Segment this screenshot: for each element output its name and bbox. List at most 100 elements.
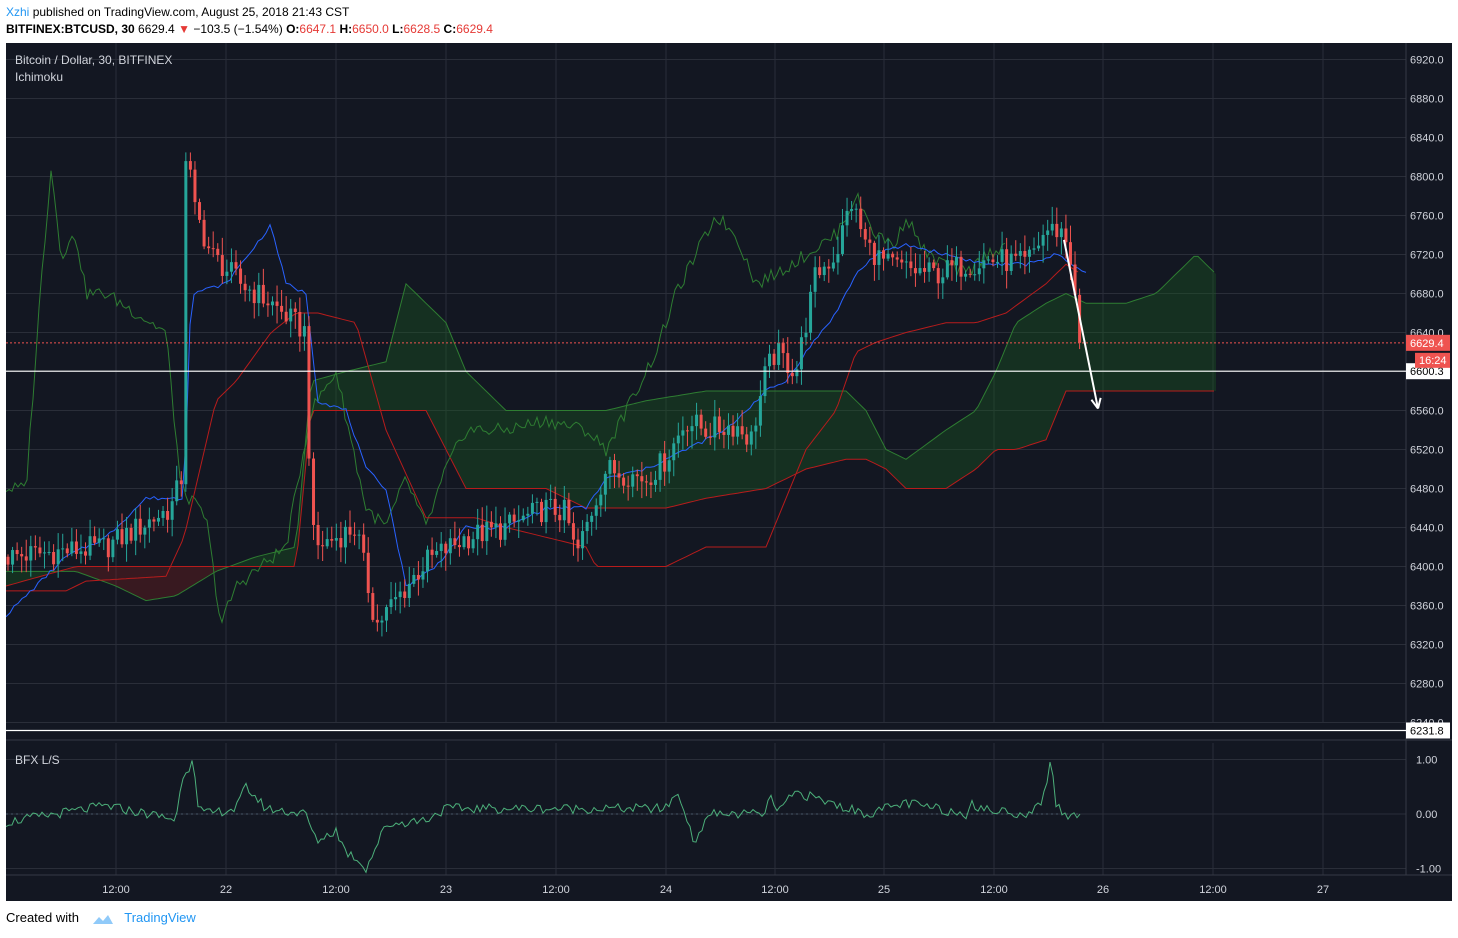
cloud-segment xyxy=(1130,300,1134,391)
candle-body xyxy=(544,499,548,523)
candle-body xyxy=(426,549,430,572)
candle-body xyxy=(530,502,534,514)
open-value: 6647.1 xyxy=(299,22,337,36)
cloud-segment xyxy=(998,356,1002,450)
cloud-segment xyxy=(870,418,874,464)
cloud-segment xyxy=(806,391,810,469)
cloud-segment xyxy=(290,547,294,567)
candle-body xyxy=(175,480,179,502)
cloud-segment xyxy=(974,406,978,471)
last-price-label-bg xyxy=(1406,334,1450,351)
cloud-segment xyxy=(1118,303,1122,391)
candle-body xyxy=(56,549,60,565)
cloud-segment xyxy=(442,318,446,450)
lower-indicator-label[interactable]: BFX L/S xyxy=(15,753,60,767)
cloud-segment xyxy=(182,566,186,593)
candle-body xyxy=(1014,253,1018,256)
arrow-head xyxy=(1090,399,1099,410)
cloud-segment xyxy=(254,556,258,567)
candle-body xyxy=(827,266,831,269)
cloud-segment xyxy=(1134,299,1138,391)
cloud-segment xyxy=(862,406,866,460)
cloud-segment xyxy=(662,397,666,508)
chart-canvas[interactable]: 6920.0 6880.0 6840.0 6800.0 6760.0 6720.0 6680… xyxy=(6,43,1452,901)
cloud-segment xyxy=(1030,311,1034,445)
cloud-segment xyxy=(938,432,942,489)
candle-body xyxy=(257,284,261,304)
candle-body xyxy=(731,425,735,437)
cloud-segment xyxy=(350,369,354,411)
cloud-segment xyxy=(138,566,142,599)
cloud-segment xyxy=(86,566,90,577)
cloud-segment xyxy=(990,375,994,456)
y-tick-label: 6480.0 xyxy=(1410,484,1444,496)
cloud-segment xyxy=(154,566,158,600)
candle-body xyxy=(11,550,15,565)
high-value: 6650.0 xyxy=(352,22,389,36)
candle-body xyxy=(599,494,603,506)
axes[interactable]: 6920.0 6880.0 6840.0 6800.0 6760.0 6720.0 6680… xyxy=(102,55,1450,897)
cloud-segment xyxy=(458,352,462,481)
trend-arrow xyxy=(1063,239,1099,409)
candle-body xyxy=(809,291,813,333)
y-tick-label: 6760.0 xyxy=(1410,211,1444,223)
candle-body xyxy=(626,485,630,487)
candle-body xyxy=(695,414,699,427)
tradingview-link[interactable]: TradingView xyxy=(124,910,196,925)
cloud-segment xyxy=(362,366,366,411)
candle-body xyxy=(498,523,502,540)
indicator-label[interactable]: Ichimoku xyxy=(15,70,64,84)
low-value: 6628.5 xyxy=(403,22,441,36)
candle-body xyxy=(343,526,347,548)
cloud-segment xyxy=(462,361,466,489)
cloud-segment xyxy=(342,371,346,411)
cloud-segment xyxy=(674,395,678,507)
footer: Created with TradingView xyxy=(6,910,196,926)
cloud-segment xyxy=(638,401,642,508)
author-link[interactable]: Xzhi xyxy=(6,5,30,19)
cloud-segment xyxy=(1050,299,1054,430)
candle-body xyxy=(909,261,913,269)
cloud-segment xyxy=(698,391,702,501)
candle-body xyxy=(485,521,489,542)
candle-body xyxy=(845,210,849,226)
cloud-segment xyxy=(1174,272,1178,391)
candle-body xyxy=(635,474,639,477)
candle-body xyxy=(1009,253,1013,271)
drawings[interactable] xyxy=(1063,239,1102,410)
candle-body xyxy=(649,482,653,485)
cloud-segment xyxy=(18,571,22,583)
cloud-segment xyxy=(1214,272,1216,391)
cloud-segment xyxy=(1006,337,1010,450)
cloud-segment xyxy=(1170,275,1174,391)
horizontal-lines[interactable] xyxy=(6,342,1406,732)
cloud-segment xyxy=(1158,287,1162,391)
candle-body xyxy=(52,552,56,565)
chart-area[interactable]: 6920.0 6880.0 6840.0 6800.0 6760.0 6720.0 6680… xyxy=(6,43,1452,901)
candle-body xyxy=(977,268,981,275)
candle-body xyxy=(24,556,28,561)
cloud-segment xyxy=(934,435,938,489)
change-down-icon: ▼ xyxy=(178,22,190,36)
y-tick-label: 6920.0 xyxy=(1410,55,1444,67)
cloud-segment xyxy=(942,430,946,489)
candle-body xyxy=(266,303,270,306)
candle-body xyxy=(38,547,42,554)
candle-body xyxy=(872,242,876,265)
cloud-segment xyxy=(1046,301,1050,440)
cloud-segment xyxy=(506,410,510,489)
cloud-segment xyxy=(958,419,962,481)
candle-body xyxy=(371,593,375,620)
y-tick-label: 6520.0 xyxy=(1410,445,1444,457)
candle-body xyxy=(457,545,461,548)
candle-body xyxy=(248,289,252,291)
x-tick-label: 26 xyxy=(1097,884,1109,896)
horizontal-line-price-label-bg xyxy=(1406,722,1450,739)
candle-body xyxy=(147,519,151,528)
x-tick-label: 23 xyxy=(440,884,452,896)
cloud-segment xyxy=(382,361,386,411)
candle-body xyxy=(79,551,83,554)
cloud-segment xyxy=(1138,298,1142,391)
cloud-segment xyxy=(174,566,178,597)
cloud-segment xyxy=(710,391,714,498)
